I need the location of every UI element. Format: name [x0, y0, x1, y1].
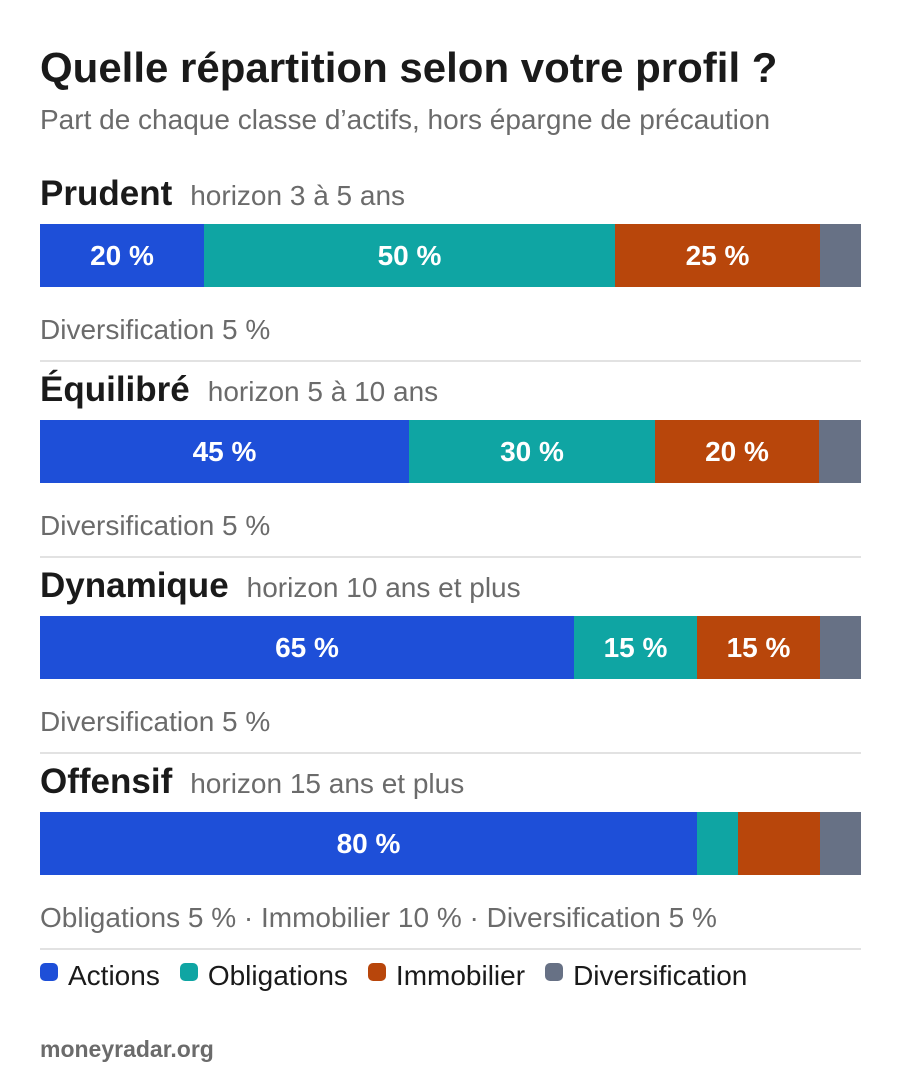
profile-header: Équilibré horizon 5 à 10 ans	[40, 370, 861, 420]
legend-label: Diversification	[573, 960, 748, 991]
profile-note: Diversification 5 %	[40, 510, 271, 541]
legend: Actions Obligations Immobilier Diversificat…	[40, 958, 767, 994]
divider	[40, 948, 861, 950]
profile-name: Offensif	[40, 762, 173, 801]
stacked-bar: 80 %	[40, 812, 861, 875]
bar-value-label: 15 %	[726, 631, 791, 663]
legend-swatch	[179, 963, 198, 981]
bar-value-label: 20 %	[705, 435, 769, 467]
legend-item-obligations: Obligations	[179, 960, 348, 992]
profile-horizon: horizon 15 ans et plus	[190, 768, 465, 799]
profile-horizon: horizon 5 à 10 ans	[207, 376, 439, 407]
profile-2: Dynamique horizon 10 ans et plus 65 % 15 % 1…	[40, 566, 861, 754]
profile-note: Obligations 5 % · Immobilier 10 % · Dive…	[40, 902, 717, 933]
profile-note: Diversification 5 %	[40, 314, 271, 345]
legend-item-actions: Actions	[40, 960, 160, 992]
chart-subtitle: Part de chaque classe d’actifs, hors épa…	[40, 104, 771, 135]
profile-0: Prudent horizon 3 à 5 ans 20 % 50 % 25 % Dive…	[40, 174, 861, 362]
bar-segment-obligations: 30 %	[409, 420, 655, 483]
profile-1: Équilibré horizon 5 à 10 ans 45 % 30 % 20 % D…	[40, 370, 861, 558]
bar-segment-actions: 45 %	[40, 420, 409, 483]
stacked-bar: 45 % 30 % 20 %	[40, 420, 861, 483]
bar-value-label: 25 %	[685, 239, 750, 271]
profile-note: Diversification 5 %	[40, 706, 271, 737]
bar-value-label: 20 %	[90, 239, 154, 271]
stacked-bar: 20 % 50 % 25 %	[40, 224, 861, 287]
profile-3: Offensif horizon 15 ans et plus 80 % Obliga…	[40, 762, 861, 950]
legend-swatch	[40, 963, 58, 981]
footer-source: moneyradar.org	[40, 1036, 214, 1062]
bar-value-label: 30 %	[500, 435, 564, 467]
legend-swatch	[367, 963, 386, 981]
profile-name: Équilibré	[40, 370, 190, 409]
profile-name: Prudent	[40, 174, 173, 213]
profile-horizon: horizon 3 à 5 ans	[190, 180, 406, 211]
bar-segment-immobilier: 15 %	[697, 616, 820, 679]
legend-swatch	[545, 963, 564, 981]
divider	[40, 752, 861, 754]
legend-label: Actions	[68, 960, 160, 991]
chart-title: Quelle répartition selon votre profil ?	[40, 44, 778, 91]
bar-segment-diversification	[820, 224, 861, 287]
divider	[40, 556, 861, 558]
legend-label: Obligations	[207, 960, 348, 991]
profile-name: Dynamique	[40, 566, 229, 605]
bar-value-label: 65 %	[275, 631, 339, 663]
legend-item-immobilier: Immobilier	[367, 960, 526, 992]
legend-label: Immobilier	[395, 960, 526, 991]
bar-segment-actions: 20 %	[40, 224, 204, 287]
bar-segment-diversification	[820, 616, 861, 679]
bar-segment-immobilier	[738, 812, 820, 875]
bar-segment-diversification	[819, 420, 861, 483]
legend-item-diversification: Diversification	[545, 960, 747, 992]
stacked-bar: 65 % 15 % 15 %	[40, 616, 861, 679]
bar-segment-immobilier: 20 %	[655, 420, 819, 483]
bar-segment-actions: 80 %	[40, 812, 697, 875]
profile-header: Dynamique horizon 10 ans et plus	[40, 566, 861, 616]
bar-segment-actions: 65 %	[40, 616, 574, 679]
bar-segment-immobilier: 25 %	[615, 224, 820, 287]
bar-segment-obligations	[697, 812, 738, 875]
divider	[40, 360, 861, 362]
bar-segment-obligations: 15 %	[574, 616, 697, 679]
bar-segment-diversification	[820, 812, 861, 875]
profile-header: Offensif horizon 15 ans et plus	[40, 762, 861, 812]
profile-header: Prudent horizon 3 à 5 ans	[40, 174, 861, 224]
bar-value-label: 15 %	[603, 631, 668, 663]
bar-value-label: 80 %	[336, 827, 401, 859]
bar-value-label: 50 %	[377, 239, 442, 271]
profile-horizon: horizon 10 ans et plus	[246, 572, 521, 603]
bar-value-label: 45 %	[192, 435, 257, 467]
bar-segment-obligations: 50 %	[204, 224, 615, 287]
